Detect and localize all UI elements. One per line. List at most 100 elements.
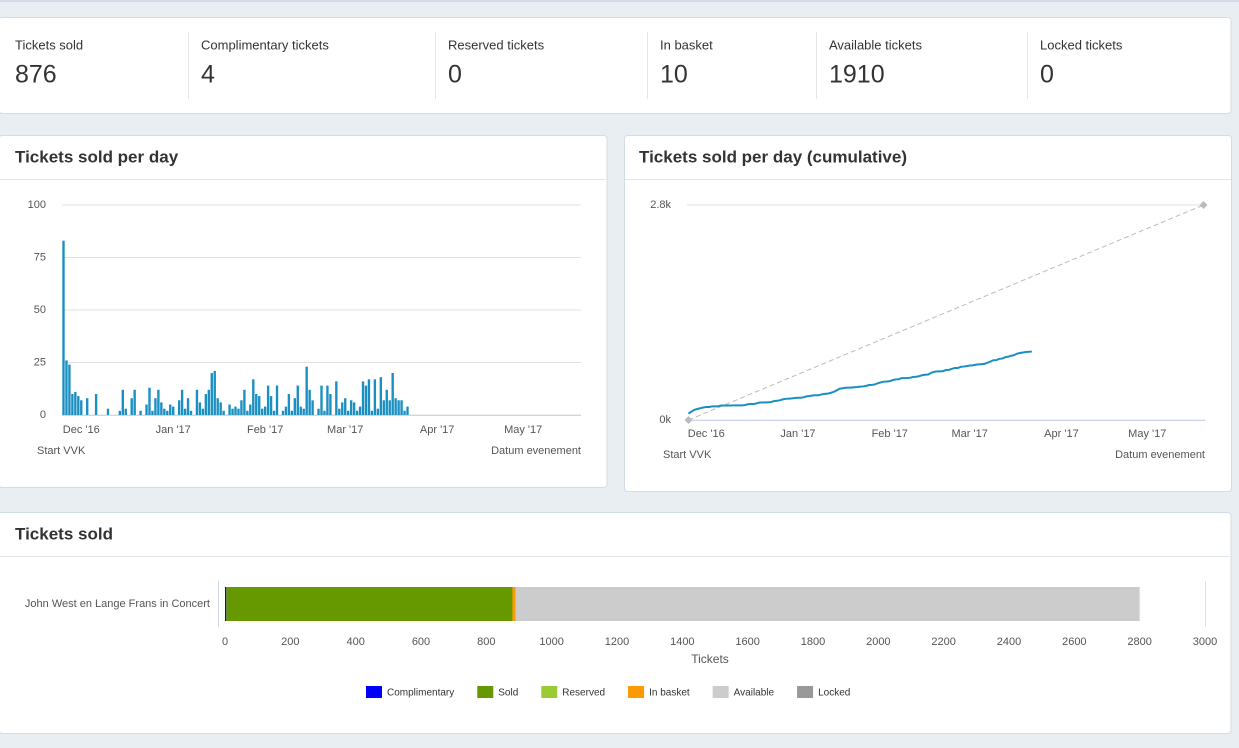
- bar: [189, 410, 193, 415]
- x-tick-label: Feb '17: [247, 424, 283, 436]
- bar: [237, 408, 240, 415]
- bar: [195, 389, 199, 415]
- bar: [258, 396, 261, 415]
- bar: [338, 408, 341, 415]
- bar: [403, 410, 406, 415]
- bar: [287, 394, 291, 415]
- x-tick-label: 1000: [539, 636, 563, 648]
- bar: [290, 410, 294, 415]
- bar-segment: [515, 587, 1140, 621]
- bar: [311, 400, 314, 415]
- x-tick-label: 200: [281, 636, 299, 648]
- x-axis-title: Tickets: [691, 652, 729, 666]
- x-tick-label: 3000: [1193, 636, 1217, 648]
- bar: [344, 398, 347, 415]
- bar: [320, 385, 323, 415]
- bar: [400, 400, 403, 415]
- bar: [234, 406, 237, 415]
- x-tick-label: May '17: [1128, 428, 1166, 440]
- bar: [118, 410, 122, 415]
- y-tick-label: 2.8k: [650, 199, 671, 211]
- bar: [293, 398, 296, 415]
- x-tick-label: Feb '17: [872, 428, 908, 440]
- bar: [169, 404, 172, 415]
- bar: [284, 406, 288, 415]
- bar: [77, 396, 80, 415]
- chart-panel: [0, 135, 608, 488]
- x-tick-label: 2200: [931, 636, 955, 648]
- bar: [204, 394, 208, 415]
- legend-label: Sold: [498, 688, 518, 699]
- bar: [166, 410, 169, 415]
- bar: [347, 410, 350, 415]
- legend-label: Reserved: [562, 688, 605, 699]
- bar: [231, 408, 234, 415]
- bar: [86, 398, 89, 415]
- stat-label: Complimentary tickets: [201, 37, 329, 52]
- top-bar: [0, 0, 1239, 2]
- bar: [183, 408, 187, 415]
- bar: [391, 373, 394, 415]
- stat-label: Locked tickets: [1040, 37, 1123, 52]
- stat-value: 4: [201, 61, 215, 89]
- legend-label: In basket: [649, 688, 690, 699]
- bar: [249, 404, 252, 415]
- bar: [210, 373, 213, 415]
- bar: [397, 400, 400, 415]
- x-tick-label: 800: [477, 636, 495, 648]
- bar: [219, 402, 222, 415]
- x-tick-label: 600: [412, 636, 430, 648]
- bar: [263, 406, 267, 415]
- bar: [349, 400, 353, 415]
- bar: [355, 410, 359, 415]
- bar-segment: [512, 587, 516, 621]
- legend-swatch: [712, 686, 729, 698]
- stat-label: Available tickets: [829, 37, 922, 52]
- bar: [394, 398, 397, 415]
- bar: [269, 396, 273, 415]
- bar: [385, 389, 388, 415]
- bar: [302, 408, 305, 415]
- x-tick-label: 400: [346, 636, 364, 648]
- x-tick-label: 1600: [735, 636, 759, 648]
- y-tick-label: 75: [34, 251, 46, 263]
- bar: [68, 364, 71, 415]
- y-tick-label: 0k: [659, 414, 671, 426]
- bar: [266, 385, 270, 415]
- bar: [335, 381, 338, 415]
- chart-title: Tickets sold per day: [15, 147, 179, 166]
- bar-segment: [225, 587, 227, 621]
- stat-label: Reserved tickets: [448, 37, 545, 52]
- target-marker: [1199, 201, 1208, 209]
- bar: [317, 408, 320, 415]
- bar: [62, 240, 65, 415]
- x-tick-label: Jan '17: [780, 428, 815, 440]
- target-marker: [684, 416, 693, 424]
- bar: [74, 391, 77, 415]
- bar: [296, 385, 299, 415]
- bar: [151, 410, 154, 415]
- x-tick-label: May '17: [504, 424, 542, 436]
- x-tick-label: 1400: [670, 636, 694, 648]
- axis-end-label: Datum evenement: [1115, 449, 1205, 461]
- bar: [216, 398, 219, 415]
- bar: [65, 360, 68, 415]
- target-line: [688, 204, 1204, 421]
- x-tick-label: Dec '16: [688, 428, 725, 440]
- chart-panel: [624, 135, 1232, 492]
- line: [687, 350, 1032, 415]
- x-tick-label: 1200: [605, 636, 629, 648]
- bar: [121, 389, 124, 415]
- bar: [180, 389, 184, 415]
- bar: [364, 385, 368, 415]
- y-tick-label: 25: [34, 356, 46, 368]
- bar: [281, 410, 285, 415]
- legend-swatch: [628, 686, 645, 698]
- bar: [201, 408, 205, 415]
- bar: [382, 400, 385, 415]
- axis-start-label: Start VVK: [37, 445, 86, 457]
- bar: [139, 410, 142, 415]
- stat-value: 876: [15, 61, 57, 89]
